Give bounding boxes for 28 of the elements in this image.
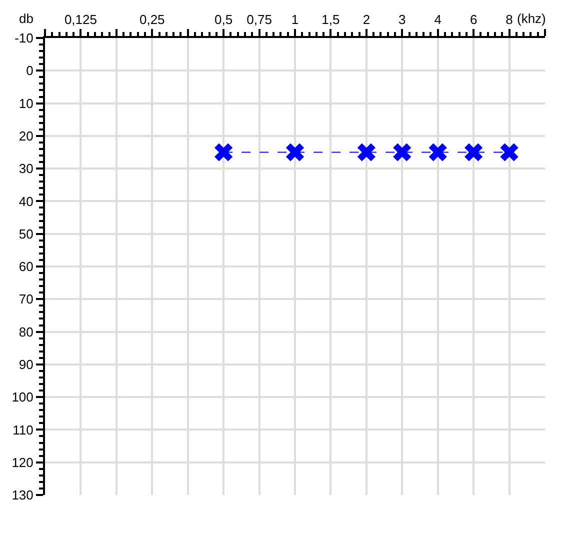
y-tick-label: 120 <box>12 454 34 470</box>
x-tick-label: 0,25 <box>139 12 165 27</box>
y-tick-label: -10 <box>14 30 34 46</box>
y-tick-label: 50 <box>18 226 34 242</box>
y-tick-label: 0 <box>26 63 34 78</box>
x-tick-label: 3 <box>398 12 406 27</box>
y-tick-label: 130 <box>12 488 34 503</box>
y-tick-label: 20 <box>18 128 34 144</box>
y-tick-label: 90 <box>18 356 34 372</box>
y-tick-label: 110 <box>12 422 34 438</box>
x-tick-label: 4 <box>434 12 442 27</box>
y-tick-label: 40 <box>18 194 34 209</box>
y-tick-label: 10 <box>18 96 34 111</box>
y-tick-label: 30 <box>18 161 34 176</box>
x-tick-label: 0,5 <box>214 12 233 27</box>
y-tick-label: 100 <box>12 390 34 405</box>
y-tick-label: 60 <box>18 259 34 274</box>
x-tick-label: 8 <box>506 12 513 27</box>
x-tick-label: 0,75 <box>246 12 272 27</box>
x-axis-title: (khz) <box>517 11 546 26</box>
x-tick-label: 0,125 <box>64 12 97 27</box>
x-tick-label: 1 <box>291 12 299 27</box>
y-axis-title: db <box>19 11 34 26</box>
x-tick-label: 6 <box>470 12 478 27</box>
x-tick-label: 1,5 <box>322 12 340 27</box>
y-tick-label: 70 <box>18 292 34 307</box>
x-tick-label: 2 <box>362 12 370 27</box>
y-tick-label: 80 <box>18 324 34 340</box>
